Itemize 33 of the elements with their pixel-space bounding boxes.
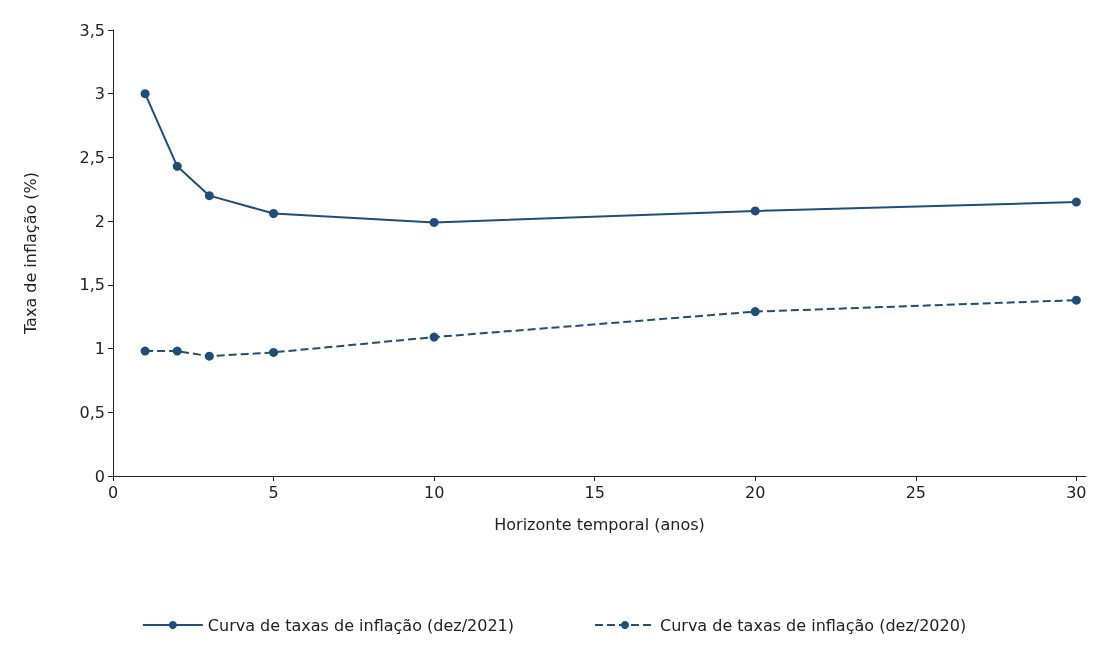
point [140, 346, 150, 356]
point [750, 307, 760, 317]
y-tick-label: 1,5 [79, 275, 105, 295]
x-tick-label: 15 [584, 482, 605, 502]
y-tick-label: 0,5 [79, 402, 105, 422]
x-tick-label: 30 [1066, 482, 1087, 502]
point [750, 206, 760, 216]
point [1071, 197, 1081, 207]
point [269, 347, 279, 357]
point [204, 351, 214, 361]
y-tick-label: 1 [94, 339, 105, 359]
point [172, 161, 182, 171]
y-tick-label: 3 [94, 84, 105, 104]
x-tick-label: 5 [268, 482, 279, 502]
point [429, 332, 439, 342]
legend-label: Curva de taxas de inflação (dez/2020) [660, 615, 967, 635]
point [172, 346, 182, 356]
point [429, 217, 439, 227]
point [204, 191, 214, 201]
y-tick-label: 2,5 [79, 147, 105, 167]
point [269, 209, 279, 218]
y-tick-label: 2 [94, 211, 105, 231]
x-tick-label: 25 [905, 482, 926, 502]
point [140, 89, 150, 99]
x-tick-label: 10 [423, 482, 445, 502]
y-tick-label: 0 [94, 466, 105, 486]
x-tick-label: 20 [745, 482, 766, 502]
y-axis-title: Taxa de inflação (%) [20, 171, 40, 336]
point [1071, 295, 1081, 305]
legend-label: Curva de taxas de inflação (dez/2021) [207, 615, 515, 635]
y-tick-label: 3,5 [79, 20, 105, 40]
x-axis-title: Horizonte temporal (anos) [494, 514, 705, 534]
x-tick-label: 0 [107, 482, 119, 502]
